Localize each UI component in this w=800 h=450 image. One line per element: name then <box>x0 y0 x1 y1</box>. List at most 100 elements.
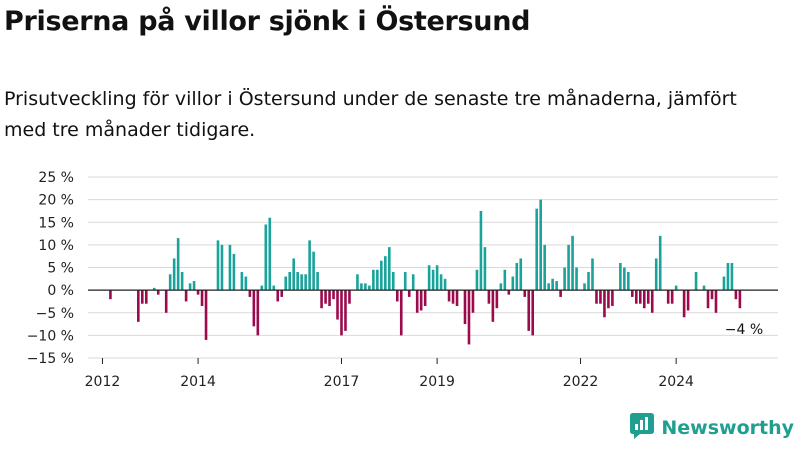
bar-chart-logo-icon <box>629 412 655 444</box>
bar <box>674 285 678 291</box>
bar <box>232 253 236 291</box>
bar <box>137 290 140 322</box>
bar <box>702 285 706 291</box>
bar <box>172 258 176 291</box>
bar <box>595 290 598 304</box>
bar <box>642 290 646 309</box>
bar <box>427 265 431 291</box>
bar <box>551 278 554 291</box>
bar <box>200 290 204 306</box>
bar <box>635 290 638 304</box>
bar <box>391 272 395 291</box>
bar <box>316 272 319 291</box>
bar <box>734 290 738 300</box>
bar <box>599 290 602 304</box>
bar <box>140 290 144 304</box>
bar <box>340 290 343 336</box>
y-tick-label: 20 % <box>38 193 74 209</box>
bar <box>216 240 220 291</box>
bar <box>607 290 610 309</box>
bar <box>360 283 363 291</box>
bar <box>364 283 367 291</box>
bar <box>180 272 184 291</box>
bar <box>511 276 515 291</box>
bar <box>567 244 570 291</box>
y-tick-label: −10 % <box>27 328 74 344</box>
bar <box>722 276 726 291</box>
bar <box>575 267 578 291</box>
bar <box>192 281 196 291</box>
bar <box>403 272 407 291</box>
bar <box>631 290 634 297</box>
bar <box>623 267 626 291</box>
chart-title: Priserna på villor sjönk i Östersund <box>4 6 531 37</box>
bar <box>682 290 686 318</box>
bar <box>503 269 507 291</box>
bar <box>399 290 403 336</box>
bar <box>555 281 558 291</box>
bar <box>380 260 383 291</box>
bar <box>348 290 351 304</box>
bar <box>670 290 674 304</box>
bar <box>467 290 471 345</box>
bar <box>144 290 148 304</box>
x-tick-label: 2012 <box>85 374 121 390</box>
bar <box>491 290 495 322</box>
bar <box>332 290 335 300</box>
bar <box>188 283 192 291</box>
bar <box>300 274 303 291</box>
bar <box>435 265 439 291</box>
bar <box>196 290 200 295</box>
bar <box>547 283 550 291</box>
bar <box>296 272 299 291</box>
bar <box>156 290 160 295</box>
x-tick-label: 2017 <box>324 374 360 390</box>
bar <box>268 217 272 291</box>
bar <box>168 274 172 291</box>
bar <box>463 290 467 325</box>
bar <box>658 235 662 291</box>
bar <box>587 272 590 291</box>
bar <box>384 256 387 291</box>
bar <box>288 272 291 291</box>
bar <box>423 290 427 306</box>
bar <box>439 274 443 291</box>
bar <box>627 272 630 291</box>
bar <box>256 290 260 336</box>
bar <box>204 290 208 340</box>
bar <box>372 269 375 291</box>
bar <box>152 287 156 291</box>
bar <box>714 290 718 313</box>
bar <box>284 276 288 291</box>
bar <box>654 258 658 291</box>
bar <box>710 290 714 300</box>
last-value-label: −4 % <box>725 322 763 338</box>
bar <box>706 290 710 309</box>
bar <box>324 290 327 304</box>
bar <box>619 262 622 291</box>
y-tick-label: 0 % <box>47 283 74 299</box>
bar <box>539 199 542 291</box>
bar <box>344 290 347 331</box>
bar <box>308 240 311 291</box>
y-tick-label: 5 % <box>47 261 74 277</box>
bar <box>184 290 188 302</box>
bar <box>495 290 499 309</box>
bar <box>487 290 491 304</box>
bar <box>395 290 399 302</box>
bar <box>451 290 455 304</box>
bar <box>479 210 483 291</box>
bar <box>499 283 503 291</box>
bar <box>292 258 295 291</box>
bar <box>455 290 459 306</box>
bar <box>415 290 419 313</box>
bar <box>388 247 391 291</box>
bar <box>543 244 546 291</box>
bar <box>109 290 112 300</box>
bar <box>328 290 331 306</box>
y-tick-label: 25 % <box>38 170 74 186</box>
bar <box>248 290 252 297</box>
y-tick-label: 10 % <box>38 238 74 254</box>
bar <box>726 262 730 291</box>
